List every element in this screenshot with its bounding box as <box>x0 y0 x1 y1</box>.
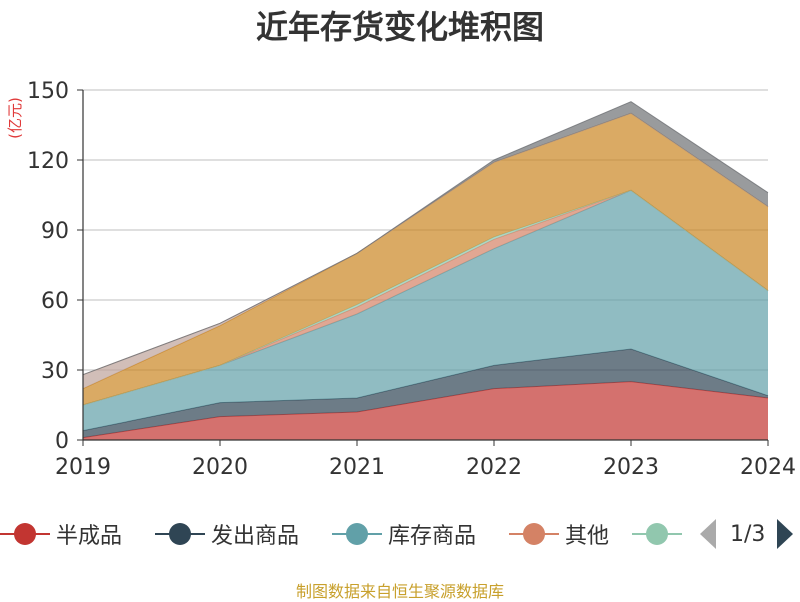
legend-item-kucunshangpin[interactable]: 库存商品 <box>332 514 476 554</box>
next-page-arrow-icon[interactable] <box>777 519 794 549</box>
y-axis-label: (亿元) <box>6 97 24 139</box>
y-tick-label: 90 <box>41 219 69 244</box>
chart-title: 近年存货变化堆积图 <box>255 8 544 46</box>
x-tick-label: 2021 <box>329 455 385 480</box>
axes: 0 30 60 90 120 150 2019 2020 2021 2022 2023 2024 <box>27 79 796 480</box>
legend-swatch <box>632 519 682 549</box>
x-tick-label: 2024 <box>740 455 796 480</box>
legend-item-qita[interactable]: 其他 <box>509 514 609 554</box>
legend-page-indicator: 1/3 <box>730 521 766 547</box>
legend-item-fachushangpin[interactable]: 发出商品 <box>155 514 299 554</box>
area-layer <box>82 101 769 440</box>
legend-item-banchengpin[interactable]: 半成品 <box>0 514 122 554</box>
legend-swatch <box>509 519 559 549</box>
area-series-1 <box>83 349 768 438</box>
y-tick-label: 30 <box>41 359 69 384</box>
x-tick-label: 2022 <box>466 455 522 480</box>
legend-swatch <box>155 519 205 549</box>
area-series-2 <box>83 190 768 431</box>
series-line-0 <box>82 381 769 439</box>
legend-swatch <box>332 519 382 549</box>
legend-label: 库存商品 <box>388 524 477 549</box>
y-tick-label: 150 <box>27 79 69 104</box>
x-tick-label: 2020 <box>192 455 248 480</box>
series-line-7 <box>82 101 769 376</box>
y-tick-label: 120 <box>27 149 69 174</box>
y-tick-label: 0 <box>55 429 69 454</box>
prev-page-arrow-icon[interactable] <box>700 519 716 549</box>
area-series-3 <box>83 190 768 405</box>
x-tick-label: 2019 <box>55 455 111 480</box>
area-series-5 <box>83 113 768 405</box>
data-source-note: 制图数据来自恒生聚源数据库 <box>295 582 504 601</box>
legend-label: 发出商品 <box>211 524 300 549</box>
legend: 半成品 发出商品 库存商品 其他 1/3 <box>0 514 800 554</box>
legend-pager: 1/3 <box>700 514 794 554</box>
legend-item-5[interactable] <box>632 514 688 554</box>
legend-label: 半成品 <box>56 524 123 549</box>
x-tick-label: 2023 <box>603 455 659 480</box>
legend-label: 其他 <box>565 524 610 549</box>
area-series-0 <box>83 381 768 440</box>
legend-swatch <box>0 519 50 549</box>
y-tick-label: 60 <box>41 289 69 314</box>
